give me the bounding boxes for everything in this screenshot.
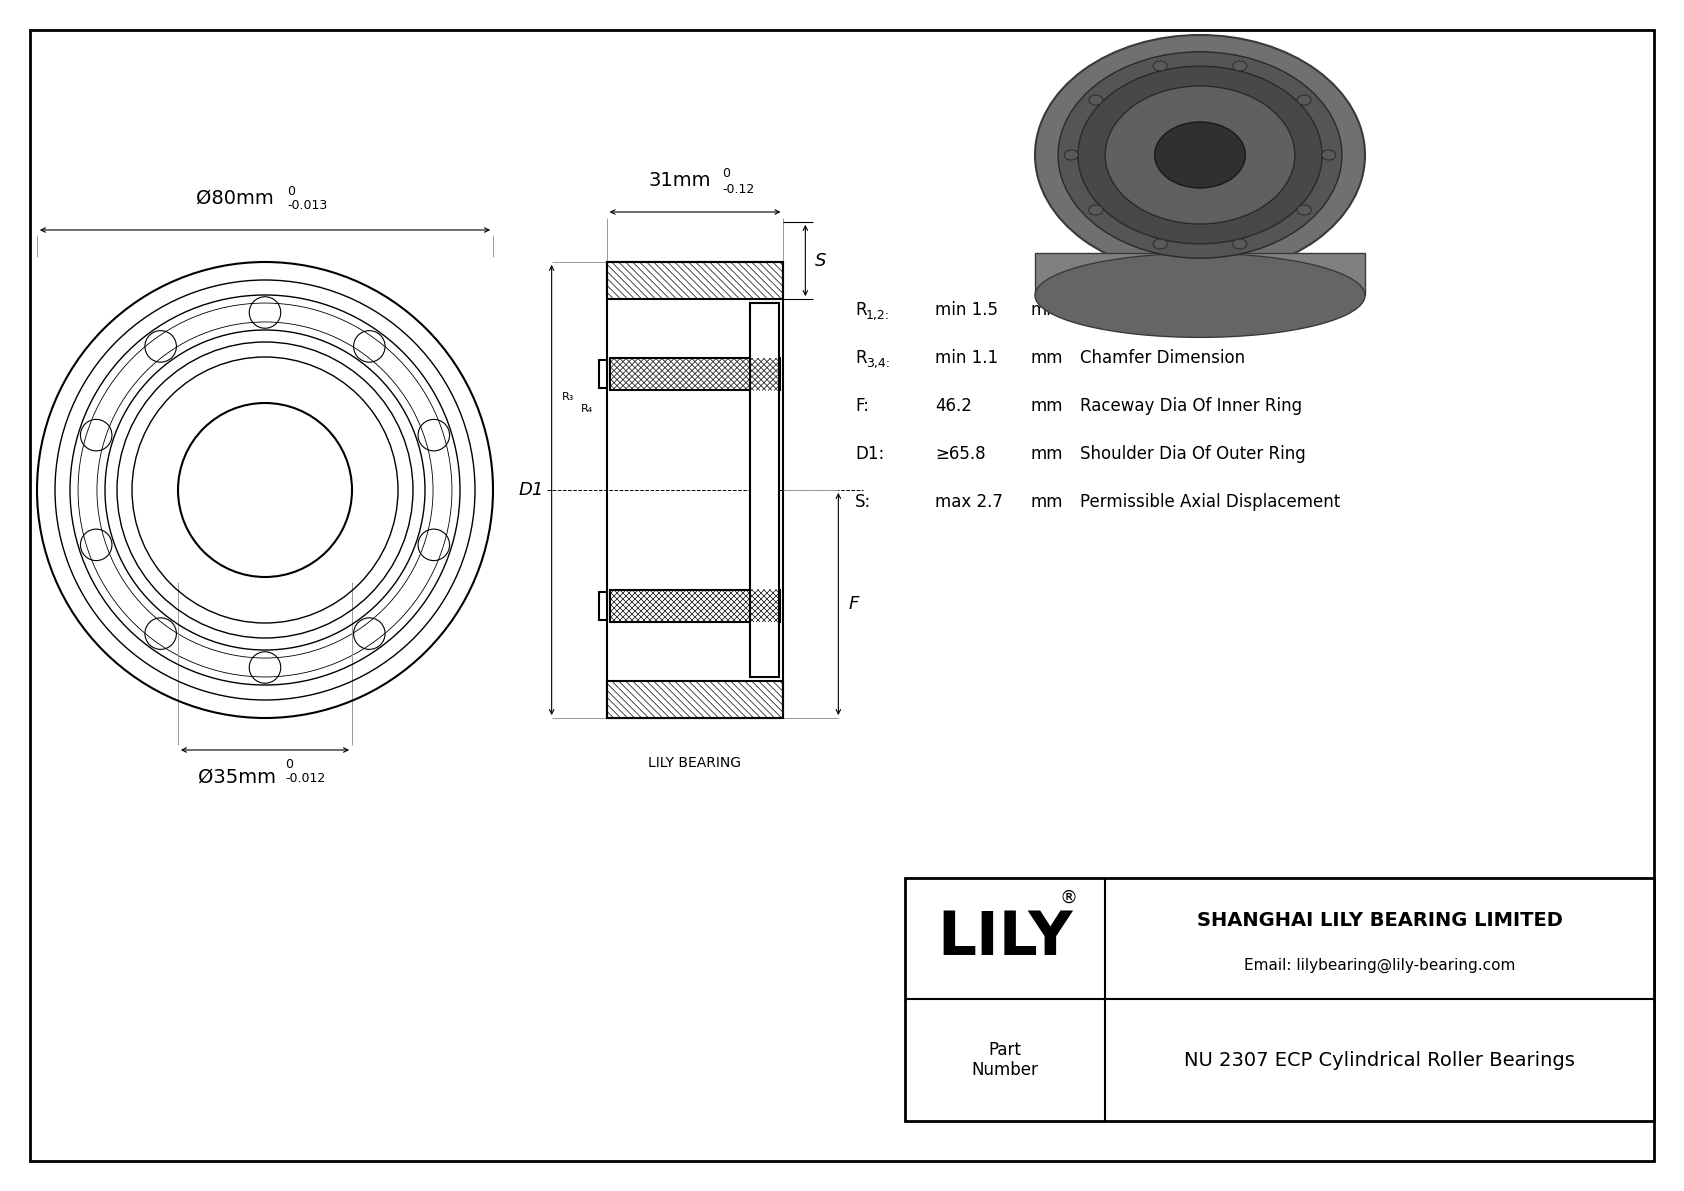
Ellipse shape [1154, 61, 1167, 71]
Text: ≥65.8: ≥65.8 [935, 445, 985, 463]
Text: F:: F: [855, 397, 869, 414]
Text: D1:: D1: [855, 445, 884, 463]
Text: SHANGHAI LILY BEARING LIMITED: SHANGHAI LILY BEARING LIMITED [1197, 911, 1563, 930]
Text: D1: D1 [519, 481, 544, 499]
Ellipse shape [1155, 121, 1246, 188]
Ellipse shape [1322, 150, 1335, 160]
Text: LILY: LILY [938, 909, 1073, 968]
Text: S: S [815, 251, 827, 269]
Ellipse shape [1233, 61, 1246, 71]
Text: LILY BEARING: LILY BEARING [648, 756, 741, 771]
Text: 0: 0 [722, 167, 729, 180]
Text: max 2.7: max 2.7 [935, 493, 1004, 511]
Ellipse shape [1297, 95, 1312, 105]
Bar [1036, 254, 1366, 295]
Text: -0.013: -0.013 [286, 199, 327, 212]
Text: R₂: R₂ [746, 279, 758, 289]
Text: min 1.1: min 1.1 [935, 349, 999, 367]
Text: R₁: R₁ [763, 303, 776, 313]
Text: 1,2:: 1,2: [866, 308, 891, 322]
Text: Part
Number: Part Number [972, 1041, 1039, 1079]
Text: R₄: R₄ [581, 404, 593, 414]
Text: Raceway Dia Of Inner Ring: Raceway Dia Of Inner Ring [1079, 397, 1302, 414]
Text: -0.012: -0.012 [285, 772, 325, 785]
Text: Shoulder Dia Of Outer Ring: Shoulder Dia Of Outer Ring [1079, 445, 1305, 463]
Bar [610, 358, 780, 391]
Text: Ø80mm: Ø80mm [195, 189, 274, 208]
Text: Permissible Axial Displacement: Permissible Axial Displacement [1079, 493, 1340, 511]
Text: mm: mm [1031, 493, 1063, 511]
Text: NU 2307 ECP Cylindrical Roller Bearings: NU 2307 ECP Cylindrical Roller Bearings [1184, 1050, 1575, 1070]
Ellipse shape [1064, 150, 1078, 160]
Bar [606, 681, 783, 718]
Ellipse shape [1297, 205, 1312, 216]
Text: Chamfer Dimension: Chamfer Dimension [1079, 349, 1244, 367]
Ellipse shape [1078, 67, 1322, 244]
Text: 31mm: 31mm [648, 172, 711, 191]
Text: 0: 0 [285, 757, 293, 771]
Text: 46.2: 46.2 [935, 397, 972, 414]
Text: 0: 0 [286, 185, 295, 198]
Text: 3,4:: 3,4: [866, 357, 891, 370]
Text: -0.12: -0.12 [722, 183, 754, 197]
Text: mm: mm [1031, 397, 1063, 414]
Ellipse shape [1154, 239, 1167, 249]
Text: R: R [855, 349, 867, 367]
Ellipse shape [1090, 95, 1103, 105]
Text: Email: lilybearing@lily-bearing.com: Email: lilybearing@lily-bearing.com [1244, 958, 1516, 973]
Bar [598, 361, 606, 388]
Bar [606, 262, 783, 299]
Text: Ø35mm: Ø35mm [199, 768, 276, 787]
Ellipse shape [1090, 205, 1103, 216]
Ellipse shape [1233, 239, 1246, 249]
Text: R₃: R₃ [562, 392, 574, 403]
Text: Chamfer Dimension: Chamfer Dimension [1079, 301, 1244, 319]
Bar [610, 590, 780, 622]
Text: min 1.5: min 1.5 [935, 301, 999, 319]
Text: S:: S: [855, 493, 871, 511]
Text: F: F [849, 596, 859, 613]
Ellipse shape [1105, 86, 1295, 224]
Bar [598, 592, 606, 619]
Text: mm: mm [1031, 349, 1063, 367]
Text: ®: ® [1059, 888, 1078, 908]
Ellipse shape [1036, 35, 1366, 275]
Text: mm: mm [1031, 301, 1063, 319]
Bar [904, 878, 1654, 1121]
Ellipse shape [1058, 51, 1342, 258]
Text: R: R [855, 301, 867, 319]
Text: mm: mm [1031, 445, 1063, 463]
Ellipse shape [1036, 254, 1366, 337]
Bar [749, 303, 780, 676]
